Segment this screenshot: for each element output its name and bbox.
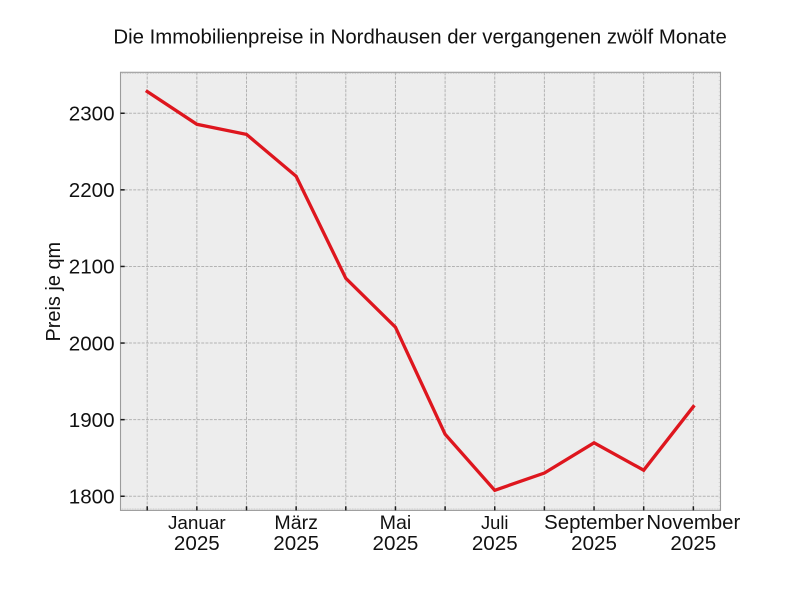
svg-text:November: November [646,512,740,534]
svg-text:Mai: Mai [380,512,412,534]
svg-text:Die Immobilienpreise in Nordha: Die Immobilienpreise in Nordhausen der v… [113,26,726,48]
svg-text:Preis je qm: Preis je qm [43,242,65,342]
svg-text:2300: 2300 [69,102,115,125]
svg-text:2100: 2100 [69,256,115,279]
svg-text:1800: 1800 [69,485,115,508]
svg-text:2025: 2025 [273,532,319,555]
svg-text:2025: 2025 [373,532,419,555]
svg-text:2200: 2200 [69,179,115,202]
svg-text:September: September [544,512,644,534]
svg-text:2025: 2025 [472,532,518,555]
svg-text:2025: 2025 [571,532,617,555]
svg-text:2025: 2025 [670,532,716,555]
svg-text:Juli: Juli [481,512,508,533]
svg-text:März: März [274,512,318,534]
svg-text:Januar: Januar [168,513,226,534]
svg-text:2025: 2025 [174,532,220,555]
svg-text:1900: 1900 [69,409,115,432]
svg-text:2000: 2000 [69,332,115,355]
